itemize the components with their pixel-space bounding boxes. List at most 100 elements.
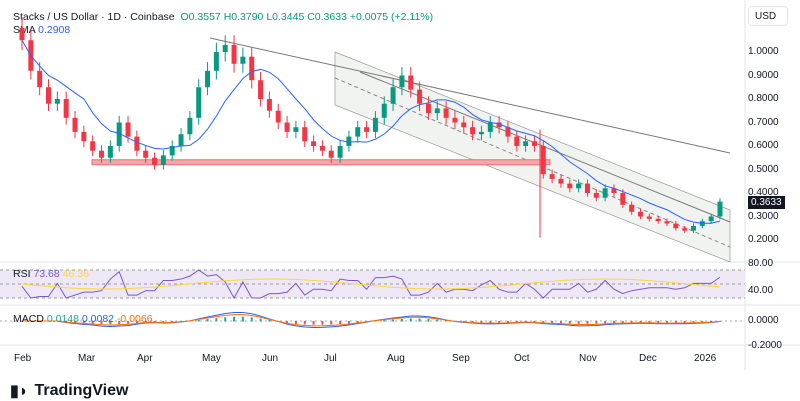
macd-histogram-bar: [303, 321, 306, 325]
candle-body: [505, 127, 511, 137]
candle-body: [337, 146, 343, 158]
candle-body: [19, 27, 25, 41]
candle-body: [205, 70, 211, 88]
candle-body: [311, 141, 317, 146]
logo-icon: ▮◗: [10, 383, 29, 400]
candle-body: [364, 127, 370, 132]
macd-histogram-bar: [91, 321, 94, 324]
macd-histogram-bar: [241, 316, 244, 322]
candle-body: [275, 110, 281, 123]
macd-histogram-bar: [639, 321, 642, 323]
ohlc-close: C0.3633: [307, 11, 347, 23]
macd-histogram-bar: [118, 321, 121, 325]
macd-histogram-bar: [577, 321, 580, 324]
macd-histogram-bar: [648, 321, 651, 323]
candle-body: [116, 122, 122, 146]
month-label: Feb: [14, 353, 32, 364]
candle-body: [160, 155, 166, 165]
rsi-line: [21, 269, 721, 300]
candle-body: [478, 131, 484, 135]
macd-histogram-bar: [683, 321, 686, 323]
month-label: 2026: [694, 353, 717, 364]
candle-body: [443, 108, 449, 118]
macd-histogram-bar: [215, 318, 218, 322]
macd-histogram-bar: [259, 318, 262, 322]
macd-histogram-bar: [427, 318, 430, 322]
macd-histogram-bar: [135, 321, 138, 324]
month-label: Dec: [639, 353, 657, 364]
macd-histogram-bar: [692, 321, 695, 323]
macd-histogram-bar: [74, 321, 77, 323]
macd-histogram-bar: [665, 321, 668, 323]
candle-body: [372, 117, 378, 132]
currency-button[interactable]: USD: [748, 6, 788, 26]
candle-body: [434, 108, 440, 114]
macd-legend[interactable]: MACD 0.0148 0.0082 -0.0066: [13, 313, 153, 325]
macd-histogram-bar: [312, 321, 315, 325]
macd-histogram-bar: [445, 320, 448, 322]
symbol-title: Stacks / US Dollar · 1D · Coinbase: [13, 11, 175, 23]
macd-histogram-bar: [498, 321, 501, 323]
macd-histogram-bar: [515, 321, 518, 323]
symbol-header: Stacks / US Dollar · 1D · Coinbase O0.35…: [13, 11, 433, 23]
candle-body: [63, 99, 69, 118]
candle-body: [514, 136, 520, 146]
rsi-ma-line: [21, 278, 721, 290]
candle-body: [523, 141, 529, 146]
month-label: May: [202, 353, 221, 364]
ohlc-open: O0.3557: [180, 11, 221, 23]
candle-body: [531, 141, 537, 146]
candle-body: [355, 127, 361, 137]
candle-body: [328, 150, 334, 158]
candle-body: [196, 87, 202, 118]
macd-histogram-bar: [621, 321, 624, 323]
candle-body: [682, 228, 688, 231]
candle-body: [470, 127, 476, 135]
candle-body: [620, 193, 626, 205]
macd-histogram-bar: [674, 321, 677, 323]
candle-body: [258, 80, 264, 99]
month-label: Jun: [262, 353, 279, 364]
rsi-tick: 80.00: [748, 258, 774, 269]
candle-body: [690, 225, 696, 231]
candle-body: [240, 56, 246, 64]
candle-body: [284, 122, 290, 132]
macd-histogram-bar: [436, 319, 439, 322]
macd-histogram-bar: [339, 321, 342, 325]
candle-body: [46, 87, 52, 104]
candle-body: [576, 183, 582, 189]
brand-name: TradingView: [34, 382, 129, 399]
candle-body: [664, 221, 670, 224]
descending-channel: [334, 51, 731, 263]
macd-label: MACD: [13, 313, 44, 325]
macd-histogram-bar: [524, 321, 527, 323]
macd-histogram-bar: [710, 321, 713, 323]
candle-body: [708, 216, 714, 222]
macd-signal-line: [22, 314, 721, 327]
macd-histogram-bar: [568, 321, 571, 324]
rsi-legend[interactable]: RSI 73.68 46.36: [13, 268, 89, 280]
candle-body: [655, 218, 661, 222]
macd-histogram-bar: [294, 321, 297, 324]
candle-body: [558, 178, 564, 184]
macd-histogram-bar: [400, 318, 403, 322]
macd-histogram-bar: [383, 320, 386, 322]
macd-histogram-bar: [604, 321, 607, 324]
candle-body: [187, 117, 193, 135]
macd-histogram-bar: [418, 318, 421, 322]
channel-midline: [334, 77, 731, 248]
tradingview-logo[interactable]: ▮◗ TradingView: [10, 381, 128, 401]
candle-body: [90, 141, 96, 151]
candle-body: [425, 103, 431, 114]
candle-body: [549, 174, 555, 179]
price-tick: 0.5000: [748, 163, 779, 175]
candle-body: [152, 157, 158, 165]
support-zone: [91, 159, 551, 166]
price-tick: 0.6000: [748, 140, 779, 151]
candle-body: [213, 52, 219, 71]
macd-signal: 0.0082: [81, 313, 115, 325]
candle-body: [54, 99, 60, 104]
candle-body: [540, 146, 546, 175]
candle-body: [381, 103, 387, 118]
